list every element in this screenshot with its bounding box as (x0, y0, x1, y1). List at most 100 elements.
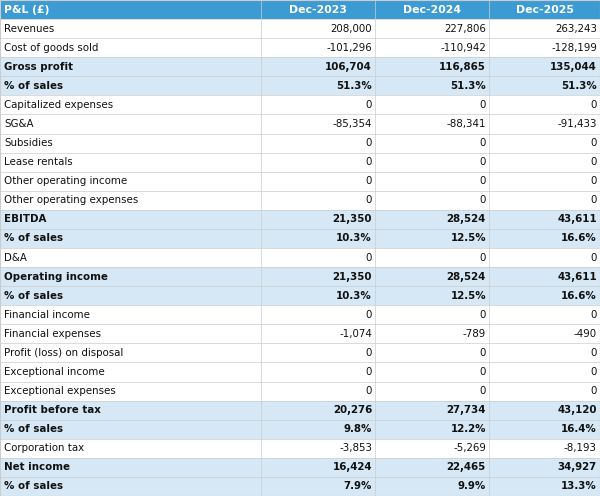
Text: Other operating expenses: Other operating expenses (4, 195, 139, 205)
Bar (0, 363, 600, 381)
Text: Cost of goods sold: Cost of goods sold (4, 43, 98, 53)
Text: 12.2%: 12.2% (451, 424, 486, 434)
Text: 227,806: 227,806 (444, 24, 486, 34)
Text: 0: 0 (479, 195, 486, 205)
Text: 16.6%: 16.6% (561, 291, 597, 301)
Text: Dec-2025: Dec-2025 (515, 4, 574, 14)
Text: Corporation tax: Corporation tax (4, 443, 85, 453)
Text: -490: -490 (574, 329, 597, 339)
Text: 0: 0 (365, 100, 372, 110)
Text: 116,865: 116,865 (439, 62, 486, 72)
Text: Operating income: Operating income (4, 272, 108, 282)
Text: 20,276: 20,276 (333, 405, 372, 415)
Text: 16.4%: 16.4% (561, 424, 597, 434)
Text: 208,000: 208,000 (331, 24, 372, 34)
Text: % of sales: % of sales (4, 424, 63, 434)
Text: 0: 0 (479, 157, 486, 167)
Bar (0, 229, 600, 248)
Text: % of sales: % of sales (4, 482, 63, 492)
Text: 43,120: 43,120 (557, 405, 597, 415)
Bar (0, 267, 600, 286)
Text: Capitalized expenses: Capitalized expenses (4, 100, 113, 110)
Bar (0, 210, 600, 229)
Text: 0: 0 (365, 348, 372, 358)
Text: -8,193: -8,193 (564, 443, 597, 453)
Bar (0, 458, 600, 477)
Text: Dec-2023: Dec-2023 (289, 4, 347, 14)
Bar (0, 57, 600, 76)
Text: -5,269: -5,269 (453, 443, 486, 453)
Text: 16.6%: 16.6% (561, 234, 597, 244)
Text: 21,350: 21,350 (332, 214, 372, 224)
Text: Subsidies: Subsidies (4, 138, 53, 148)
Text: 13.3%: 13.3% (561, 482, 597, 492)
Text: 0: 0 (365, 367, 372, 377)
Text: 0: 0 (365, 310, 372, 320)
Text: 0: 0 (590, 176, 597, 186)
Bar (0, 248, 600, 267)
Text: Net income: Net income (4, 462, 70, 472)
Text: 0: 0 (590, 386, 597, 396)
Text: 0: 0 (365, 195, 372, 205)
Text: Revenues: Revenues (4, 24, 55, 34)
Text: -91,433: -91,433 (557, 119, 597, 129)
Text: 10.3%: 10.3% (336, 234, 372, 244)
Text: 9.8%: 9.8% (344, 424, 372, 434)
Text: 0: 0 (365, 252, 372, 262)
Bar (0, 439, 600, 458)
Text: -110,942: -110,942 (440, 43, 486, 53)
Text: 0: 0 (590, 310, 597, 320)
Text: 51.3%: 51.3% (561, 81, 597, 91)
Text: 0: 0 (590, 348, 597, 358)
Text: 28,524: 28,524 (447, 272, 486, 282)
Text: 135,044: 135,044 (550, 62, 597, 72)
Text: 0: 0 (590, 195, 597, 205)
Text: 28,524: 28,524 (447, 214, 486, 224)
Text: SG&A: SG&A (4, 119, 34, 129)
Text: -1,074: -1,074 (339, 329, 372, 339)
Text: Exceptional expenses: Exceptional expenses (4, 386, 116, 396)
Text: 10.3%: 10.3% (336, 291, 372, 301)
Text: 21,350: 21,350 (332, 272, 372, 282)
Bar (0, 76, 600, 95)
Text: 43,611: 43,611 (557, 214, 597, 224)
Bar (0, 305, 600, 324)
Text: 0: 0 (365, 138, 372, 148)
Text: Financial expenses: Financial expenses (4, 329, 101, 339)
Text: 0: 0 (590, 157, 597, 167)
Bar (0, 172, 600, 191)
Text: EBITDA: EBITDA (4, 214, 47, 224)
Text: -88,341: -88,341 (446, 119, 486, 129)
Text: Dec-2024: Dec-2024 (403, 4, 461, 14)
Bar (0, 401, 600, 420)
Text: 0: 0 (479, 100, 486, 110)
Text: 0: 0 (479, 138, 486, 148)
Text: Lease rentals: Lease rentals (4, 157, 73, 167)
Text: 12.5%: 12.5% (451, 291, 486, 301)
Text: Profit (loss) on disposal: Profit (loss) on disposal (4, 348, 124, 358)
Text: P&L (£): P&L (£) (4, 4, 50, 14)
Bar (0, 19, 600, 38)
Text: 0: 0 (365, 176, 372, 186)
Text: D&A: D&A (4, 252, 27, 262)
Text: 22,465: 22,465 (447, 462, 486, 472)
Bar (0, 420, 600, 439)
Text: 0: 0 (479, 176, 486, 186)
Bar (0, 153, 600, 172)
Bar (0, 324, 600, 343)
Bar (0, 286, 600, 305)
Bar (0, 477, 600, 496)
Text: -85,354: -85,354 (332, 119, 372, 129)
Text: 0: 0 (590, 367, 597, 377)
Text: Profit before tax: Profit before tax (4, 405, 101, 415)
Text: 51.3%: 51.3% (450, 81, 486, 91)
Text: 43,611: 43,611 (557, 272, 597, 282)
Bar (0, 133, 600, 153)
Text: 12.5%: 12.5% (451, 234, 486, 244)
Bar (0, 381, 600, 401)
Bar (0, 191, 600, 210)
Text: 0: 0 (479, 252, 486, 262)
Text: 0: 0 (479, 348, 486, 358)
Text: Other operating income: Other operating income (4, 176, 127, 186)
Text: 0: 0 (590, 100, 597, 110)
